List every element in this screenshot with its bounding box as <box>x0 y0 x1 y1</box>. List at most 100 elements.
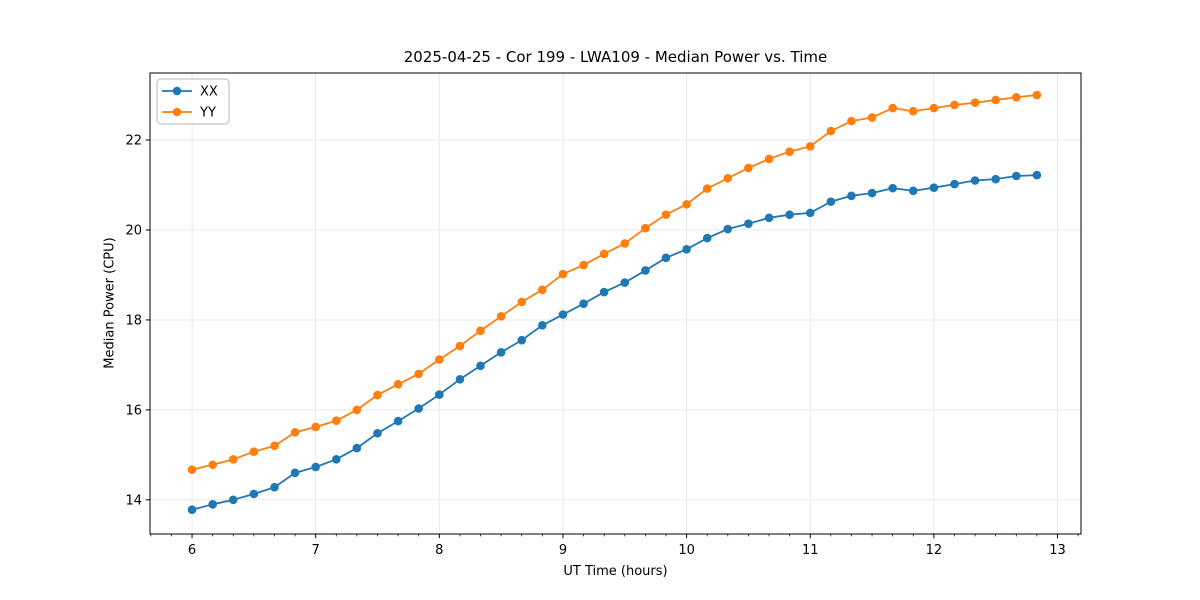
plot-frame <box>149 72 1082 535</box>
y-tick-label: 14 <box>125 493 142 508</box>
data-point-marker <box>414 369 423 379</box>
data-point-marker <box>208 460 217 470</box>
x-tick-label: 9 <box>559 543 567 558</box>
data-point-marker <box>476 326 485 336</box>
data-point-marker <box>579 299 588 309</box>
y-axis-label: Median Power (CPU) <box>102 237 118 369</box>
data-point-marker <box>455 374 465 384</box>
data-point-marker <box>187 505 197 515</box>
data-point-marker <box>496 312 506 321</box>
data-point-marker <box>393 416 403 426</box>
data-point-marker <box>970 98 980 107</box>
series-xx <box>187 170 1042 515</box>
data-point-marker <box>641 223 650 233</box>
data-point-marker <box>888 183 897 193</box>
data-point-marker <box>290 428 300 437</box>
x-axis-label: UT Time (hours) <box>563 564 668 579</box>
data-point-marker <box>950 100 959 110</box>
data-point-marker <box>1012 171 1021 181</box>
data-point-marker <box>228 455 238 464</box>
x-tick-label: 8 <box>435 543 443 558</box>
x-tick-label: 6 <box>188 543 196 558</box>
data-point-marker <box>847 191 856 201</box>
x-tick-label: 10 <box>678 543 695 558</box>
data-point-marker <box>723 224 733 234</box>
data-point-marker <box>682 200 691 209</box>
data-point-marker <box>723 173 733 183</box>
data-point-marker <box>991 174 1000 184</box>
y-tick-label: 18 <box>125 313 142 328</box>
legend-label-yy: YY <box>199 106 216 121</box>
data-point-marker <box>785 210 794 219</box>
data-point-marker <box>352 405 362 415</box>
data-point-marker <box>620 278 630 287</box>
data-point-marker <box>435 390 444 399</box>
legend-marker <box>172 107 182 117</box>
data-point-marker <box>702 184 712 193</box>
data-point-marker <box>599 249 609 259</box>
data-point-marker <box>455 341 465 351</box>
data-point-marker <box>352 443 362 453</box>
y-tick-label: 22 <box>125 134 142 149</box>
data-point-marker <box>228 495 238 505</box>
data-point-marker <box>517 297 527 307</box>
legend-marker <box>172 86 182 96</box>
data-point-marker <box>620 239 630 248</box>
data-point-marker <box>867 188 877 198</box>
data-point-marker <box>249 447 259 456</box>
data-point-marker <box>805 208 815 218</box>
data-point-marker <box>496 347 506 357</box>
data-point-marker <box>826 197 836 206</box>
y-tick-label: 20 <box>125 223 142 238</box>
x-tick-label: 13 <box>1049 543 1066 558</box>
data-point-marker <box>373 390 382 400</box>
data-point-marker <box>187 465 197 474</box>
data-point-marker <box>970 176 980 185</box>
data-point-marker <box>1032 170 1042 180</box>
data-point-marker <box>373 428 382 438</box>
data-point-marker <box>476 361 485 371</box>
data-point-marker <box>929 183 939 192</box>
data-point-marker <box>867 113 877 122</box>
data-point-marker <box>764 213 774 223</box>
data-point-marker <box>826 126 836 136</box>
data-point-marker <box>661 253 671 263</box>
x-tick-label: 12 <box>926 543 943 558</box>
data-point-marker <box>641 266 650 275</box>
data-point-marker <box>332 455 341 464</box>
data-point-marker <box>538 321 547 330</box>
data-point-marker <box>805 142 815 151</box>
data-point-marker <box>558 310 568 319</box>
data-point-marker <box>538 285 547 295</box>
data-point-marker <box>311 422 320 432</box>
data-point-marker <box>908 106 918 116</box>
data-point-marker <box>950 179 959 189</box>
data-point-marker <box>249 489 259 499</box>
data-point-marker <box>744 219 753 228</box>
y-tick-label: 16 <box>125 403 142 418</box>
data-point-marker <box>599 287 609 297</box>
data-point-marker <box>332 416 341 425</box>
data-point-marker <box>208 500 217 509</box>
data-point-marker <box>558 269 568 279</box>
legend-label-xx: XX <box>200 85 218 100</box>
x-tick-label: 11 <box>802 543 819 558</box>
data-point-marker <box>1012 92 1021 102</box>
chart-title: 2025-04-25 - Cor 199 - LWA109 - Median P… <box>403 48 828 66</box>
data-point-marker <box>270 441 279 451</box>
data-point-marker <box>929 103 939 113</box>
data-point-marker <box>682 245 691 254</box>
data-point-marker <box>270 482 279 492</box>
data-point-marker <box>414 404 423 413</box>
data-point-marker <box>517 335 527 345</box>
data-point-marker <box>1032 90 1042 100</box>
data-point-marker <box>847 116 856 126</box>
data-point-marker <box>785 147 794 157</box>
series-xx-line <box>191 174 1037 511</box>
data-point-marker <box>991 95 1000 105</box>
data-point-marker <box>744 163 753 173</box>
data-point-marker <box>311 462 320 472</box>
data-point-marker <box>579 260 588 270</box>
